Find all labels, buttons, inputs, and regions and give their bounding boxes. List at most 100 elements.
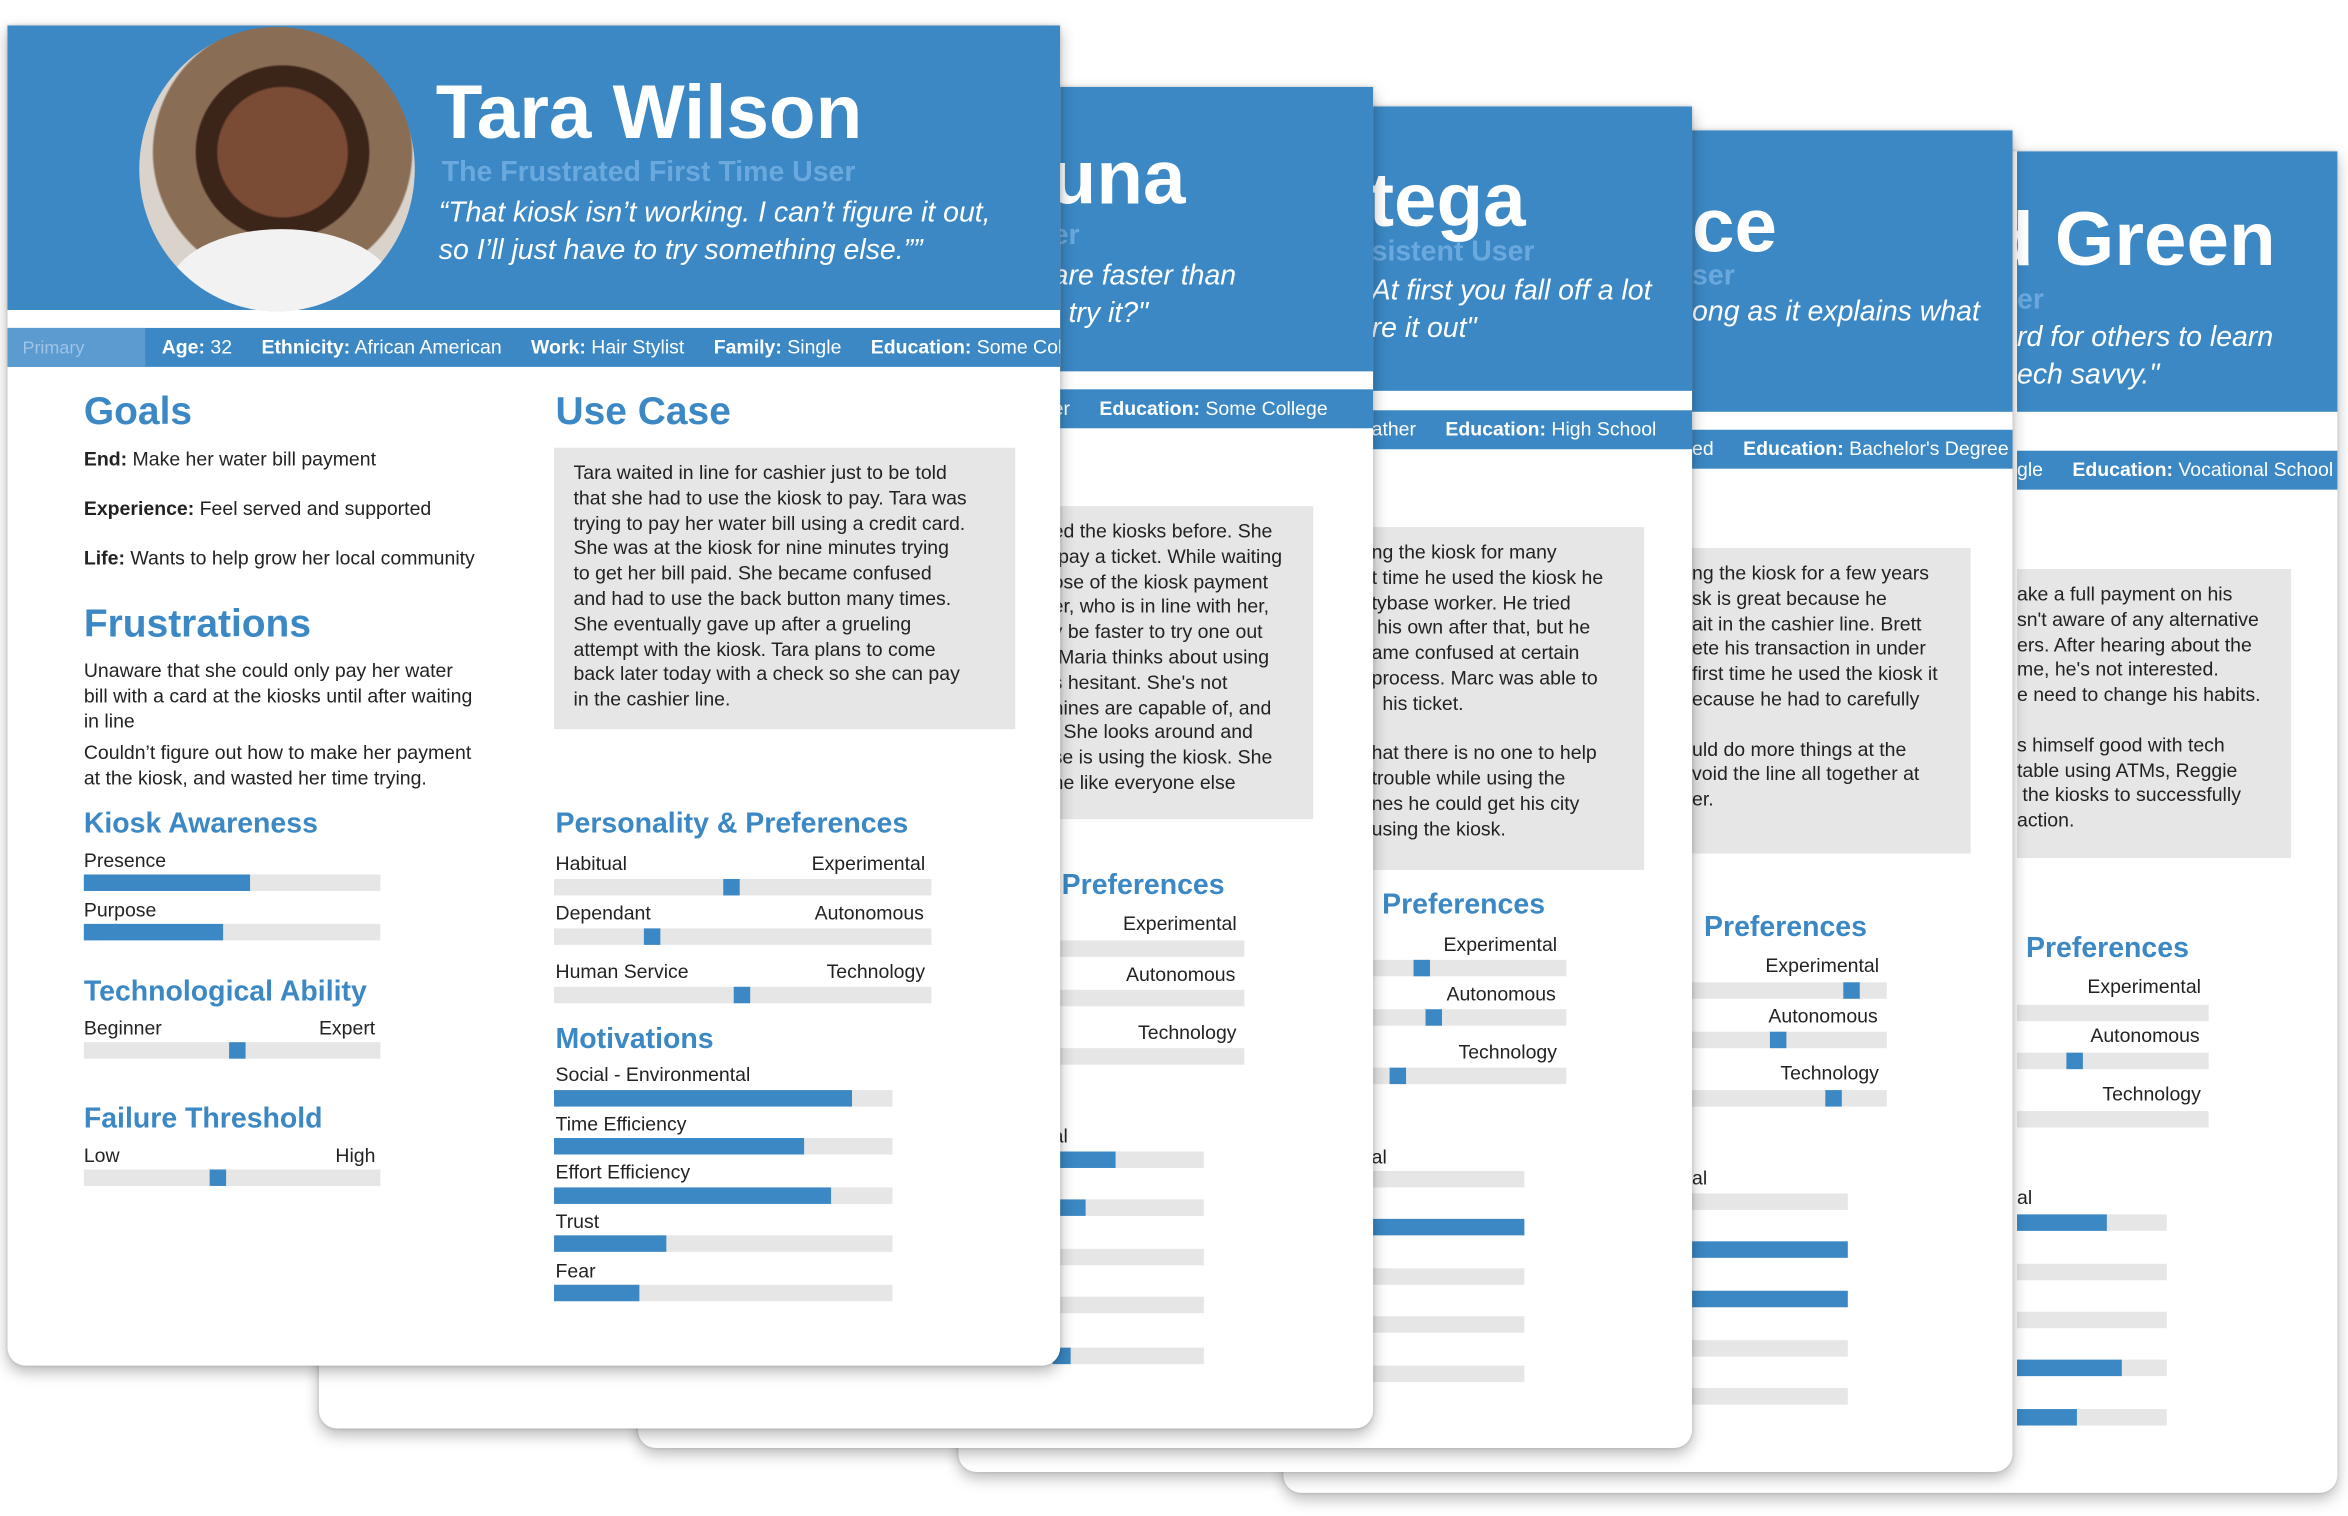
personality-preferences-heading: Personality & Preferences (555, 808, 909, 841)
motivation-fill (2016, 1359, 2122, 1377)
motivation-fill (554, 1090, 852, 1107)
goal-experience: Experience: Feel served and supported (83, 497, 432, 520)
purpose-label: Purpose (83, 898, 157, 921)
ethnicity-label: Ethnicity: (261, 335, 351, 358)
motivation-fill (1692, 1241, 1848, 1258)
persona-title: The Frustrated First Time User (441, 157, 856, 189)
motivation-bar-time (554, 1138, 893, 1155)
pref-marker (723, 878, 740, 896)
persona-quote-line1: rd for others to learn (2016, 321, 2274, 354)
persona-title: er (2016, 284, 2044, 316)
tech-ability-marker (229, 1042, 246, 1059)
persona-name: Tara Wilson (435, 68, 863, 155)
use-case-text: ake a full payment on his sn't aware of … (2016, 569, 2292, 859)
persona-quote-line2: ech savvy." (2016, 359, 2160, 391)
persona-card-tara-wilson[interactable]: Tara Wilson The Frustrated First Time Us… (7, 25, 1061, 1366)
motivation-fill (554, 1187, 832, 1204)
preferences-heading: Preferences (2025, 932, 2189, 965)
motivation-label: al (1692, 1166, 1708, 1189)
motivation-track (1052, 1347, 1204, 1365)
motivation-track (2016, 1359, 2167, 1377)
demographics-bar: ather Education: High School (1371, 410, 1693, 450)
persona-quote-line2: I try it?" (1052, 297, 1149, 330)
pref-slider-dependant-autonomous (554, 928, 932, 945)
pref-label-technology: Technology (1138, 1021, 1237, 1044)
motivation-track (1052, 1296, 1204, 1314)
motivation-track (2016, 1263, 2167, 1281)
pref-track (1692, 982, 1887, 999)
pref-label-experimental: Experimental (2087, 974, 2201, 998)
presence-fill (83, 874, 250, 891)
motivation-track (1371, 1316, 1525, 1333)
motivation-track (1371, 1170, 1525, 1188)
pref-marker (1389, 1067, 1407, 1085)
persona-quote-line1: ong as it explains what (1692, 296, 1980, 328)
primary-badge: Primary (7, 327, 146, 367)
pref-track (2016, 1052, 2209, 1070)
pref-label-experimental: Experimental (1765, 953, 1880, 977)
pref-track (1371, 959, 1567, 977)
card-header: d Green er rd for others to learn ech sa… (2016, 151, 2338, 412)
kiosk-awareness-heading: Kiosk Awareness (83, 808, 318, 841)
card-header: tega sistent User At first you fall off … (1371, 106, 1693, 391)
pref-right-autonomous: Autonomous (814, 901, 924, 924)
demographics-bar: ed Education: Bachelor's Degree (1692, 429, 2013, 469)
tech-low-label: Beginner (83, 1016, 162, 1040)
motivation-track (1692, 1340, 1848, 1357)
card-header: ce ser ong as it explains what (1692, 130, 2013, 412)
pref-label-technology: Technology (1458, 1040, 1557, 1064)
motivation-bar-effort (554, 1187, 893, 1204)
motivation-bar-fear (554, 1284, 893, 1302)
tech-high-label: Expert (318, 1016, 376, 1040)
education-value: Some College (976, 335, 1061, 358)
purpose-bar (83, 923, 381, 941)
pref-right-experimental: Experimental (811, 852, 926, 875)
motivation-track (1371, 1218, 1525, 1236)
motivation-track (1052, 1151, 1204, 1168)
pref-track (1692, 1031, 1887, 1049)
motivation-fill (1052, 1151, 1117, 1168)
pref-label-autonomous: Autonomous (1126, 962, 1236, 986)
motivation-track (1371, 1365, 1525, 1383)
presence-label: Presence (83, 849, 167, 872)
motivation-label: al (1371, 1145, 1387, 1168)
motivation-track (2016, 1214, 2167, 1231)
pref-marker (1769, 1031, 1787, 1049)
persona-name: tega (1371, 157, 1526, 243)
demographics-bar: Primary Age: 32 Ethnicity: African Ameri… (7, 327, 1061, 367)
motivation-track (1052, 1199, 1204, 1216)
motivation-fill (1692, 1290, 1848, 1308)
motivation-label-trust: Trust (555, 1209, 600, 1233)
persona-name: d Green (2017, 196, 2276, 282)
work-value: Hair Stylist (591, 335, 685, 358)
persona-name: una (1052, 134, 1186, 221)
frustration-item: Couldn’t figure out how to make her paym… (83, 741, 472, 790)
pref-track (1052, 1048, 1245, 1065)
motivation-track (1052, 1248, 1204, 1266)
card-header: una er are faster than I try it?" (1052, 86, 1374, 372)
pref-marker (1825, 1090, 1842, 1107)
motivation-track (1371, 1268, 1525, 1285)
demographics-bar: gle Education: Vocational School (2016, 450, 2338, 490)
pref-track (2016, 1111, 2209, 1128)
motivation-bar-social (554, 1090, 893, 1107)
persona-photo (139, 26, 415, 312)
family-value: Single (787, 335, 842, 358)
persona-quote-line2: re it out" (1371, 312, 1477, 345)
motivation-fill (1371, 1218, 1525, 1236)
frustration-item: Unaware that she could only pay her wate… (83, 658, 473, 733)
pref-marker (2066, 1052, 2083, 1070)
pref-label-technology: Technology (1780, 1061, 1879, 1085)
motivation-fill (2016, 1214, 2107, 1231)
motivation-bar-trust (554, 1235, 893, 1252)
pref-label-autonomous: Autonomous (2090, 1024, 2200, 1047)
pref-right-technology: Technology (826, 959, 926, 983)
presence-bar (83, 874, 381, 891)
motivation-label-time: Time Efficiency (555, 1112, 687, 1136)
pref-label-autonomous: Autonomous (1768, 1004, 1878, 1028)
pref-marker (643, 928, 661, 945)
pref-slider-habitual-experimental (554, 878, 932, 896)
goals-heading: Goals (83, 387, 193, 433)
failure-threshold-marker (209, 1169, 227, 1186)
persona-quote-line2: so I’ll just have to try something else.… (438, 235, 923, 267)
